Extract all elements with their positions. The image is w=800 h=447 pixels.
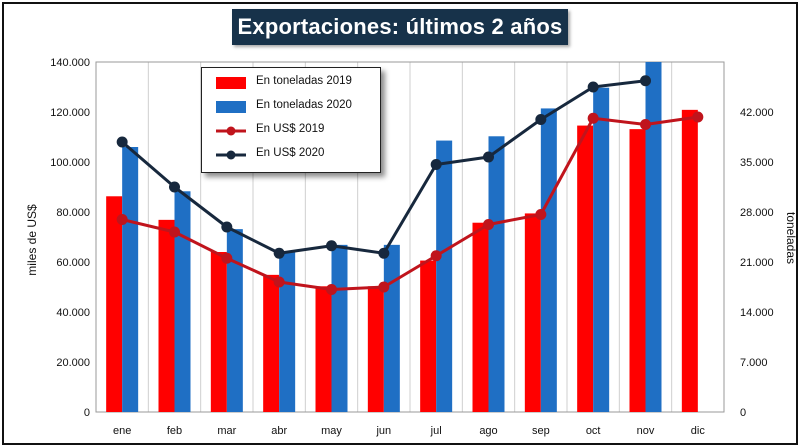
legend-label-bar-2020: En toneladas 2020 (256, 99, 352, 111)
point-en-us-2019-jun (378, 281, 390, 293)
point-en-us-2020-ene (116, 136, 128, 148)
point-en-us-2020-mar (221, 221, 233, 233)
bar-en-toneladas-2019-dic (681, 109, 698, 412)
point-en-us-2020-nov (640, 75, 651, 87)
x-tick-label-oct: oct (586, 425, 601, 437)
point-en-us-2019-may (326, 284, 337, 295)
y-right-tick-label: 42.000 (740, 107, 774, 119)
bar-en-toneladas-2020-mar (226, 229, 243, 412)
y-left-tick-label: 140.000 (50, 57, 90, 69)
y-right-tick-label: 35.000 (740, 157, 774, 169)
point-en-us-2019-dic (692, 111, 704, 123)
y-right-tick-label: 7.000 (740, 357, 768, 369)
bar-en-toneladas-2019-feb (158, 219, 175, 412)
x-tick-label-sep: sep (532, 425, 550, 437)
bar-en-toneladas-2020-may (331, 244, 348, 412)
y-right-tick-label: 14.000 (740, 307, 774, 319)
point-en-us-2019-sep (535, 209, 547, 220)
point-en-us-2020-oct (587, 81, 599, 93)
legend-item-line-2020: En US$ 2020 (202, 145, 380, 165)
y-right-tick-label: 0 (740, 407, 746, 419)
y-left-tick-label: 60.000 (56, 257, 90, 269)
x-tick-label-nov: nov (637, 425, 655, 437)
point-en-us-2019-ago (483, 219, 494, 230)
legend-label-bar-2019: En toneladas 2019 (256, 75, 352, 87)
y-axis-right-title: toneladas (784, 212, 798, 264)
bar-en-toneladas-2020-nov (645, 62, 662, 412)
line-layer (116, 75, 704, 295)
axis-layer: 0 20.000 40.000 60.000 80.000 100.000 120.000 1… (50, 57, 773, 437)
bar-en-toneladas-2019-nov (629, 129, 646, 412)
x-tick-label-may: may (321, 425, 342, 437)
x-tick-label-dic: dic (691, 425, 706, 437)
x-tick-label-ene: ene (113, 425, 131, 437)
x-tick-label-mar: mar (217, 425, 236, 437)
legend-label-line-2020: En US$ 2020 (256, 147, 325, 159)
bar-en-toneladas-2020-ago (488, 136, 505, 413)
bar-en-toneladas-2019-jun (367, 286, 384, 412)
point-en-us-2019-abr (273, 276, 285, 288)
bar-en-toneladas-2020-jun (383, 244, 400, 412)
point-en-us-2019-jul (430, 250, 442, 262)
y-left-tick-label: 20.000 (56, 357, 90, 369)
legend-swatch-bar-2020 (216, 101, 246, 113)
point-en-us-2020-jun (378, 247, 390, 259)
bar-en-toneladas-2020-feb (174, 191, 191, 412)
legend-item-bar-2019: En toneladas 2019 (202, 73, 380, 93)
bar-en-toneladas-2019-ene (106, 196, 123, 412)
bar-en-toneladas-2020-ene (122, 147, 139, 412)
bar-en-toneladas-2020-jul (436, 140, 453, 413)
bar-en-toneladas-2020-sep (540, 108, 557, 412)
x-tick-label-jul: jul (430, 425, 442, 437)
x-tick-label-jun: jun (375, 425, 391, 437)
bar-en-toneladas-2019-may (315, 286, 332, 412)
bar-en-toneladas-2020-oct (593, 87, 610, 412)
legend-swatch-line-2019 (216, 126, 246, 136)
bar-en-toneladas-2019-mar (210, 252, 227, 412)
y-axis-left-title: miles de US$ (25, 204, 39, 276)
point-en-us-2020-may (326, 240, 337, 252)
point-en-us-2019-nov (640, 119, 651, 130)
y-right-tick-label: 28.000 (740, 207, 774, 219)
legend-label-line-2019: En US$ 2019 (256, 123, 325, 135)
line-en-us-2019 (121, 115, 699, 291)
x-tick-label-feb: feb (167, 425, 182, 437)
bar-layer (106, 62, 698, 413)
y-left-tick-label: 80.000 (56, 207, 90, 219)
x-tick-label-abr: abr (271, 425, 287, 437)
point-en-us-2020-sep (535, 114, 547, 125)
legend-item-line-2019: En US$ 2019 (202, 121, 380, 141)
legend-item-bar-2020: En toneladas 2020 (202, 97, 380, 117)
legend: En toneladas 2019 En toneladas 2020 En U… (201, 67, 381, 173)
y-left-tick-label: 0 (84, 407, 90, 419)
plot-area-border (95, 61, 725, 413)
point-en-us-2019-ene (116, 214, 128, 225)
point-en-us-2019-mar (221, 252, 233, 264)
point-en-us-2020-ago (483, 151, 494, 163)
chart-title: Exportaciones: últimos 2 años (232, 9, 568, 45)
bar-en-toneladas-2019-ago (472, 222, 489, 412)
bar-en-toneladas-2019-oct (577, 125, 594, 413)
x-tick-label-ago: ago (479, 425, 497, 437)
point-en-us-2019-feb (169, 226, 180, 238)
point-en-us-2020-feb (169, 181, 180, 193)
bar-en-toneladas-2019-abr (263, 274, 280, 412)
y-left-tick-label: 120.000 (50, 107, 90, 119)
bar-en-toneladas-2019-sep (524, 213, 541, 412)
point-en-us-2020-jul (430, 159, 442, 170)
y-left-tick-label: 100.000 (50, 157, 90, 169)
bar-en-toneladas-2019-jul (420, 260, 437, 412)
y-right-tick-label: 21.000 (740, 257, 774, 269)
legend-swatch-line-2020 (216, 150, 246, 160)
bar-en-toneladas-2020-abr (279, 252, 296, 412)
legend-swatch-bar-2019 (216, 77, 246, 89)
point-en-us-2020-abr (273, 247, 285, 259)
point-en-us-2019-oct (587, 112, 599, 124)
y-left-tick-label: 40.000 (56, 307, 90, 319)
